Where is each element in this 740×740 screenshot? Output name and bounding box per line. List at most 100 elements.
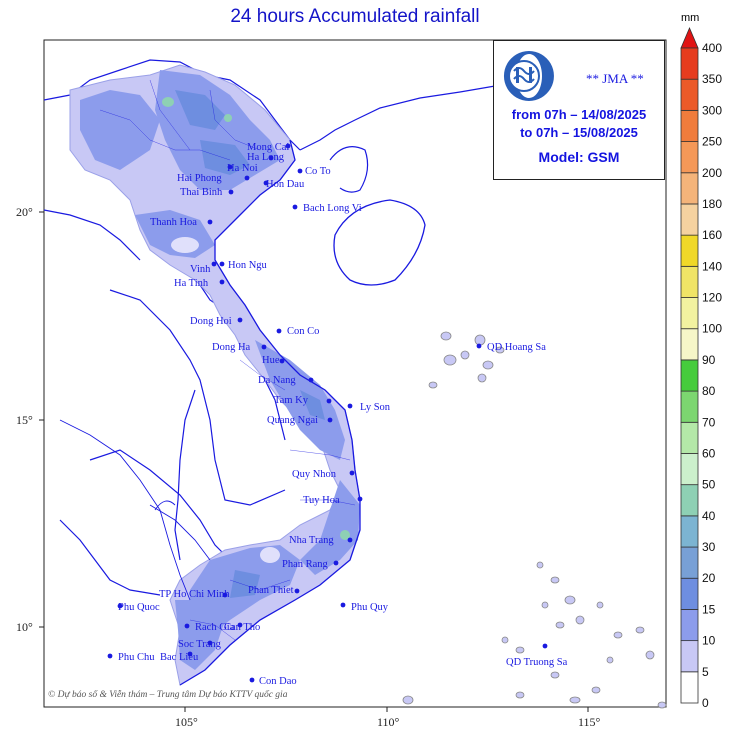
place-label: Bach Long Vi (303, 203, 362, 214)
legend-swatch (680, 577, 699, 610)
legend-swatch (680, 78, 699, 111)
legend-swatch (680, 203, 699, 236)
legend-label: 100 (702, 322, 722, 336)
legend-label: 20 (702, 571, 716, 585)
china-coast (329, 146, 369, 193)
legend-swatch (680, 109, 699, 142)
place-label: Thai Binh (180, 187, 223, 198)
place-label: Quy Nhon (292, 469, 337, 480)
place-label: Ha Long (247, 152, 285, 163)
legend-label: 60 (702, 446, 716, 460)
jma-logo-icon (503, 51, 554, 101)
place-label: Phu Chu (118, 652, 155, 663)
place-label: Quang Ngai (267, 415, 318, 426)
legend-label: 400 (702, 41, 722, 55)
lon-tick-label: 115° (578, 715, 601, 729)
legend-label: 15 (702, 602, 716, 616)
legend-swatch (680, 640, 699, 673)
place-label: Bac Lieu (160, 652, 199, 663)
legend-arrow (680, 26, 699, 49)
agency-label: ** JMA ** (586, 71, 644, 86)
place-label: Da Nang (258, 375, 296, 386)
legend-swatch (680, 141, 699, 174)
station-markers (107, 143, 548, 683)
info-box: ** JMA ** from 07h – 14/08/2025 to 07h –… (493, 40, 665, 180)
legend-swatch (680, 453, 699, 486)
place-label: Mong Cai (247, 142, 289, 153)
legend-label: 140 (702, 259, 722, 273)
legend-swatch (680, 328, 699, 361)
place-label: Rach Gia (195, 622, 235, 633)
legend-label: 80 (702, 384, 716, 398)
place-label: Ha Tinh (174, 278, 209, 289)
place-label: Hue (262, 355, 280, 366)
lon-tick-label: 110° (377, 715, 400, 729)
legend-label: 10 (702, 634, 716, 648)
place-label: Can Tho (224, 622, 260, 633)
hainan-island (333, 199, 426, 286)
legend-label: 30 (702, 540, 716, 554)
legend-swatch (680, 671, 699, 704)
place-label: QD Truong Sa (506, 657, 568, 668)
place-label: Phu Quoc (118, 602, 160, 613)
color-legend: 0 5 10 15 20 30 40 50 60 70 80 90 100 120 140 160 180 200… (680, 26, 722, 710)
legend-label: 90 (702, 353, 716, 367)
legend-label: 160 (702, 228, 722, 242)
offshore-islands (402, 331, 667, 709)
lon-tick-label: 105° (175, 715, 198, 729)
credit-text: © Dự báo số & Viễn thám – Trung tâm Dự b… (48, 690, 288, 700)
place-label: Nha Trang (289, 535, 334, 546)
period-to: to 07h – 15/08/2025 (520, 125, 638, 140)
legend-label: 120 (702, 291, 722, 305)
place-label: Ly Son (360, 402, 391, 413)
legend-swatch (680, 297, 699, 330)
place-label: QD Hoang Sa (487, 342, 546, 353)
legend-label: 0 (702, 696, 709, 710)
place-label: Phan Rang (282, 559, 329, 570)
legend-swatch (680, 546, 699, 579)
legend-swatch (680, 390, 699, 423)
legend-swatch (680, 609, 699, 642)
legend-label: 70 (702, 415, 716, 429)
model-label: Model: GSM (538, 149, 620, 165)
legend-swatch (680, 172, 699, 205)
legend-swatch (680, 359, 699, 392)
legend-label: 300 (702, 103, 722, 117)
place-label: Dong Ha (212, 342, 251, 353)
map-title: 24 hours Accumulated rainfall (230, 6, 480, 27)
place-label: Con Co (287, 326, 319, 337)
vietnam-coastline (179, 139, 361, 686)
legend-label: 40 (702, 509, 716, 523)
legend-label: 200 (702, 166, 722, 180)
place-label: Thanh Hoa (150, 217, 197, 228)
province-lines (99, 79, 356, 641)
lat-tick-label: 15° (16, 413, 33, 427)
place-label: Hon Ngu (228, 260, 268, 271)
legend-label: 180 (702, 197, 722, 211)
place-label: Soc Trang (178, 639, 222, 650)
place-label: Tuy Hoa (303, 495, 340, 506)
place-label: Hon Dau (266, 179, 305, 190)
rivers (59, 419, 211, 601)
place-label: Tam Ky (274, 395, 309, 406)
legend-swatch (680, 234, 699, 267)
legend-swatch (680, 47, 699, 80)
place-label: Ha Noi (227, 163, 258, 174)
axis-ticks (39, 211, 589, 712)
vietnam-rainfall-field (69, 64, 361, 686)
place-label: Hai Phong (177, 173, 222, 184)
lat-tick-label: 10° (16, 620, 33, 634)
legend-swatch (680, 484, 699, 517)
place-label: Dong Hoi (190, 316, 232, 327)
legend-label: 50 (702, 478, 716, 492)
legend-swatch (680, 515, 699, 548)
place-label: TP Ho Chi Minh (159, 589, 230, 600)
legend-swatch (680, 421, 699, 454)
lat-tick-label: 20° (16, 205, 33, 219)
place-label: Vinh (190, 264, 211, 275)
legend-swatch (680, 265, 699, 298)
place-label: Phan Thiet (248, 585, 294, 596)
place-label: Phu Quy (351, 602, 389, 613)
legend-label: 5 (702, 665, 709, 679)
place-label: Co To (305, 166, 331, 177)
